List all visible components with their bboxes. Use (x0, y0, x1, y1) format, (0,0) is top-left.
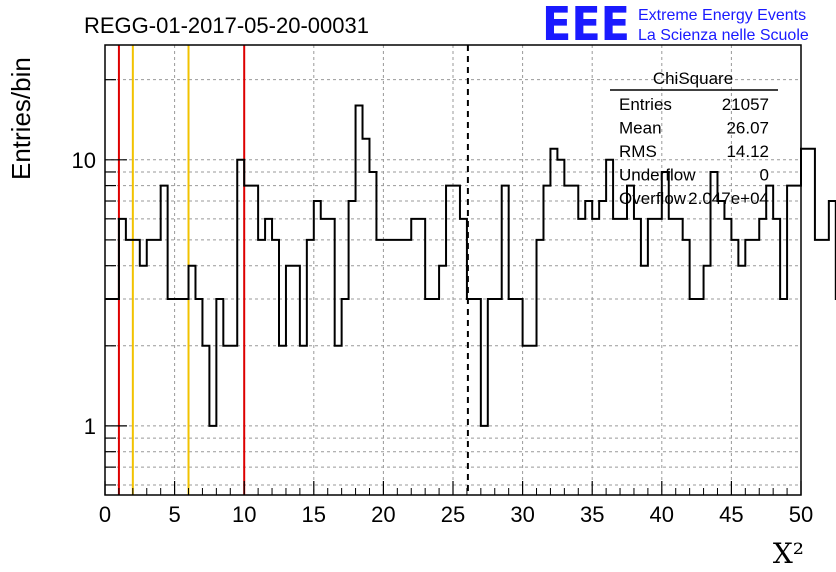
y-tick-label: 10 (72, 148, 96, 173)
x-axis-title: X² (773, 537, 804, 570)
x-tick-label: 10 (232, 502, 256, 527)
x-tick-label: 15 (302, 502, 326, 527)
histogram-outline (105, 104, 836, 427)
x-tick-label: 35 (580, 502, 604, 527)
x-tick-label: 45 (719, 502, 743, 527)
stats-label: Underflow (619, 166, 696, 185)
stats-title: ChiSquare (653, 69, 733, 88)
logo-line-2: La Scienza nelle Scuole (638, 27, 809, 44)
stats-box: ChiSquare Entries 21057 Mean 26.07 RMS 14.12 U… (610, 69, 778, 208)
x-tick-label: 5 (168, 502, 180, 527)
stats-label: Entries (619, 95, 672, 114)
axis-ticks: 0 5 10 15 20 25 30 35 40 45 50 1 10 (72, 79, 813, 527)
stats-value: 26.07 (726, 119, 769, 138)
chart-title: REGG-01-2017-05-20-00031 (84, 13, 369, 38)
stats-value: 2.047e+04 (688, 189, 769, 208)
stats-label: Mean (619, 119, 662, 138)
grid-lines (105, 45, 801, 495)
x-tick-label: 30 (510, 502, 534, 527)
x-tick-label: 50 (789, 502, 813, 527)
x-tick-label: 40 (650, 502, 674, 527)
logo-mark: EEE (542, 0, 630, 51)
eee-logo: EEE Extreme Energy Events La Scienza nel… (542, 0, 809, 51)
logo-line-1: Extreme Energy Events (638, 7, 806, 24)
y-axis-title: Entries/bin (6, 57, 36, 180)
stats-label: RMS (619, 142, 657, 161)
stats-label: Overflow (619, 189, 687, 208)
stats-value: 0 (760, 166, 769, 185)
x-tick-label: 0 (99, 502, 111, 527)
y-tick-label: 1 (84, 414, 96, 439)
marker-lines (117, 45, 469, 495)
x-tick-label: 20 (371, 502, 395, 527)
stats-value: 14.12 (726, 142, 769, 161)
x-tick-label: 25 (441, 502, 465, 527)
stats-value: 21057 (722, 95, 769, 114)
